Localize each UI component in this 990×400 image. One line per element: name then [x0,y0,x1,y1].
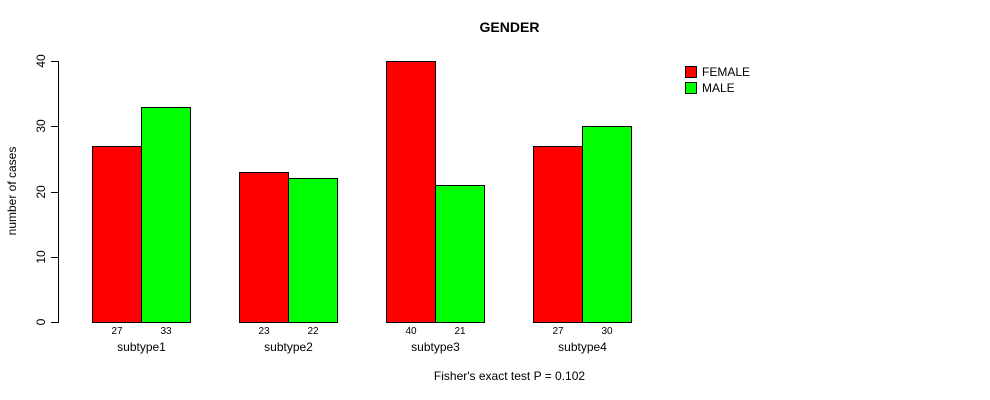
bar-value-female-subtype2: 23 [258,326,270,337]
bar-female-subtype1 [92,146,142,323]
y-tick-mark-0 [51,322,59,323]
y-tick-mark-40 [51,61,59,62]
legend-item-male: MALE [685,81,750,95]
y-tick-mark-30 [51,126,59,127]
bar-value-male-subtype4: 30 [601,326,613,337]
legend-swatch-male [685,82,697,94]
category-label-subtype2: subtype2 [264,340,313,354]
y-tick-label-20: 20 [34,185,48,199]
legend-label-male: MALE [702,81,735,95]
category-label-subtype3: subtype3 [411,340,460,354]
legend-swatch-female [685,66,697,78]
y-tick-mark-20 [51,192,59,193]
bar-male-subtype1 [141,107,191,323]
bar-value-female-subtype3: 40 [405,326,417,337]
y-tick-label-0: 0 [34,318,48,326]
legend: FEMALE MALE [685,65,750,95]
bar-value-female-subtype1: 27 [111,326,123,337]
category-label-subtype1: subtype1 [117,340,166,354]
bar-male-subtype2 [288,178,338,323]
legend-item-female: FEMALE [685,65,750,79]
bar-value-female-subtype4: 27 [552,326,564,337]
caption-fishers-test: Fisher's exact test P = 0.102 [433,369,586,383]
bar-female-subtype3 [386,61,436,323]
legend-label-female: FEMALE [702,65,751,79]
bar-value-male-subtype2: 22 [307,326,319,337]
bar-value-male-subtype1: 33 [160,326,172,337]
category-label-subtype4: subtype4 [558,340,607,354]
bar-male-subtype4 [582,126,632,323]
bar-female-subtype4 [533,146,583,323]
bar-value-male-subtype3: 21 [454,326,466,337]
chart-title: GENDER [479,19,540,35]
bar-male-subtype3 [435,185,485,323]
y-axis-label: number of cases [5,146,19,236]
y-tick-label-40: 40 [34,54,48,68]
y-tick-mark-10 [51,257,59,258]
y-tick-label-30: 30 [34,119,48,133]
bar-female-subtype2 [239,172,289,323]
y-tick-label-10: 10 [34,250,48,264]
